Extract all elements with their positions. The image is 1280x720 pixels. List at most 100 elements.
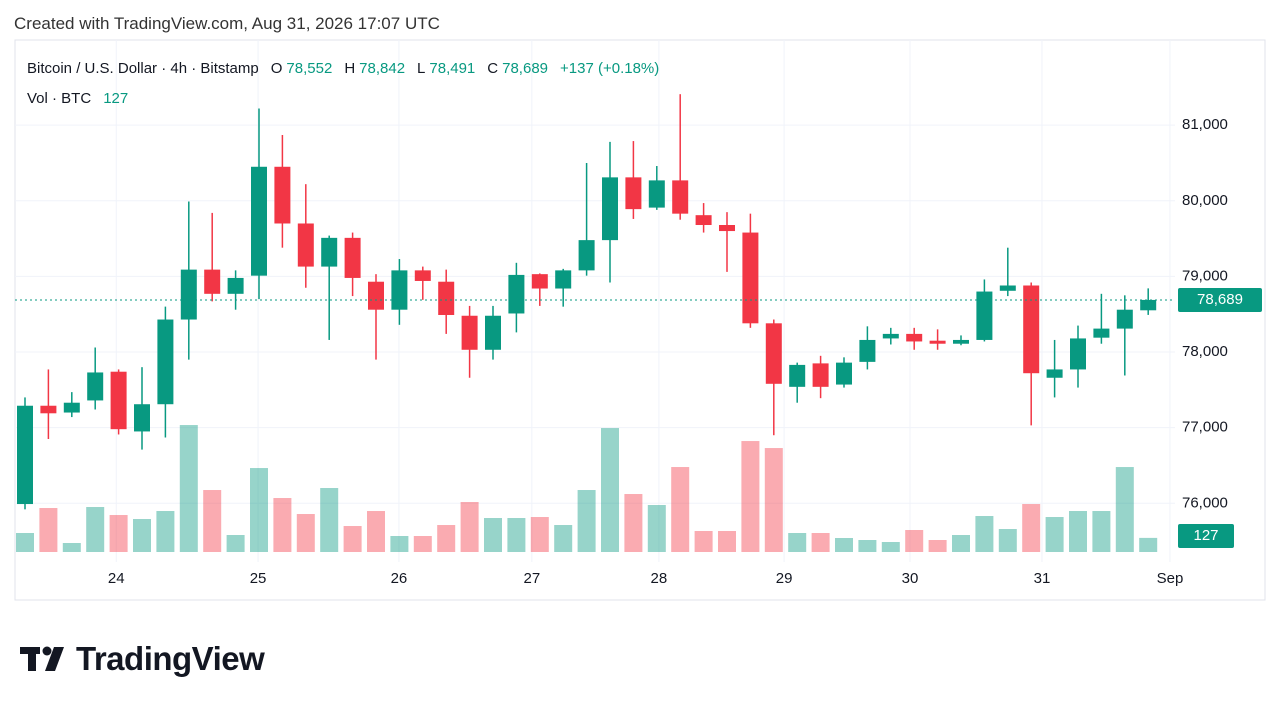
candle-body xyxy=(1093,328,1110,338)
volume-bar xyxy=(1092,511,1111,552)
candle-body xyxy=(157,319,174,405)
volume-bar xyxy=(296,514,315,552)
volume-bar xyxy=(788,533,807,552)
volume-bar xyxy=(905,530,924,552)
candle-body xyxy=(251,166,267,276)
candle-body xyxy=(40,405,57,414)
candle-body xyxy=(999,285,1016,291)
x-tick-label: 26 xyxy=(391,570,408,587)
candle-body xyxy=(625,177,642,210)
x-tick-label: 31 xyxy=(1034,570,1051,587)
x-tick-label: 27 xyxy=(524,570,541,587)
candle-body xyxy=(391,270,408,310)
close-label: C xyxy=(487,60,499,77)
close-value: 78,689 xyxy=(502,60,549,77)
candle-body xyxy=(648,180,665,208)
volume-name: Vol · BTC xyxy=(27,90,92,107)
header: Created with TradingView.com, Aug 31, 20… xyxy=(14,14,440,33)
x-tick-label: 28 xyxy=(651,570,668,587)
candle-body xyxy=(836,362,852,385)
volume-bar xyxy=(577,490,596,552)
volume-bar xyxy=(343,526,362,552)
volume-layer xyxy=(16,425,1158,552)
volume-bar xyxy=(39,508,58,552)
candle-body xyxy=(882,333,899,339)
candle-body xyxy=(578,240,595,271)
volume-bar xyxy=(484,518,502,552)
volume-bar xyxy=(62,543,81,552)
volume-bar xyxy=(156,511,175,552)
volume-bar xyxy=(1139,537,1158,552)
candle-body xyxy=(63,402,80,413)
volume-bar xyxy=(109,515,128,552)
volume-bar xyxy=(998,529,1017,552)
volume-bar xyxy=(320,488,339,552)
volume-bar xyxy=(741,441,760,552)
volume-bar xyxy=(811,533,830,552)
open-value: 78,552 xyxy=(286,60,333,77)
x-tick-label: 30 xyxy=(902,570,919,587)
volume-bar xyxy=(390,536,409,552)
candle-body xyxy=(695,215,712,226)
candle-body xyxy=(812,363,829,387)
symbol: Bitcoin / U.S. Dollar · 4h · Bitstamp xyxy=(27,60,259,77)
candle-body xyxy=(602,177,618,241)
candle-body xyxy=(485,315,501,350)
candle-body xyxy=(531,274,548,289)
candle-body xyxy=(1116,309,1133,329)
candle-body xyxy=(461,315,478,350)
volume-bar xyxy=(250,468,268,552)
candle-body xyxy=(859,339,876,362)
x-tick-label: 25 xyxy=(250,570,267,587)
volume-bar xyxy=(460,502,479,552)
low-label: L xyxy=(417,60,426,77)
candle-body xyxy=(344,237,361,278)
candle-body xyxy=(1023,285,1040,374)
candle-body xyxy=(719,225,735,232)
y-tick-label: 78,000 xyxy=(1182,343,1228,360)
volume-bar xyxy=(624,494,643,552)
volume-bar xyxy=(179,425,198,552)
candle-body xyxy=(297,223,314,267)
grid xyxy=(15,40,1175,562)
volume-bar xyxy=(507,518,526,552)
volume-bar xyxy=(226,535,245,552)
volume-bar xyxy=(367,511,385,552)
volume-bar xyxy=(203,490,222,552)
high-value: 78,842 xyxy=(359,60,406,77)
candle-body xyxy=(906,333,923,342)
candle-body xyxy=(87,372,104,401)
volume-legend: Vol · BTC 127 xyxy=(27,90,128,107)
candle-body xyxy=(180,269,197,320)
volume-bar xyxy=(133,519,151,552)
volume-bar xyxy=(835,538,853,552)
last-volume-tag xyxy=(1178,524,1234,548)
volume-bar xyxy=(1069,511,1087,552)
volume-bar xyxy=(1022,504,1041,552)
candle-body xyxy=(555,270,572,289)
last-volume-label: 127 xyxy=(1193,527,1218,544)
volume-bar xyxy=(975,516,994,552)
volume-bar xyxy=(554,525,573,552)
chart-frame xyxy=(14,39,1266,601)
candle-body xyxy=(953,339,969,344)
y-tick-label: 76,000 xyxy=(1182,494,1228,511)
volume-value: 127 xyxy=(103,90,129,107)
brand: TradingView xyxy=(76,640,265,677)
candle-body xyxy=(17,405,33,505)
last-price-label: 78,689 xyxy=(1197,291,1243,308)
candle-body xyxy=(274,166,291,224)
axes: 76,000 77,000 78,000 79,000 80,000 81,000 24 25… xyxy=(15,116,1262,587)
candle-body xyxy=(204,269,221,294)
candle-body xyxy=(134,404,150,432)
volume-bar xyxy=(928,540,947,552)
open-label: O xyxy=(270,60,283,77)
volume-bar xyxy=(1115,467,1134,552)
candle-body xyxy=(508,274,525,314)
high-label: H xyxy=(344,60,356,77)
x-tick-label: Sep xyxy=(1157,570,1184,587)
volume-bar xyxy=(437,525,456,552)
volume-bar xyxy=(16,533,34,552)
